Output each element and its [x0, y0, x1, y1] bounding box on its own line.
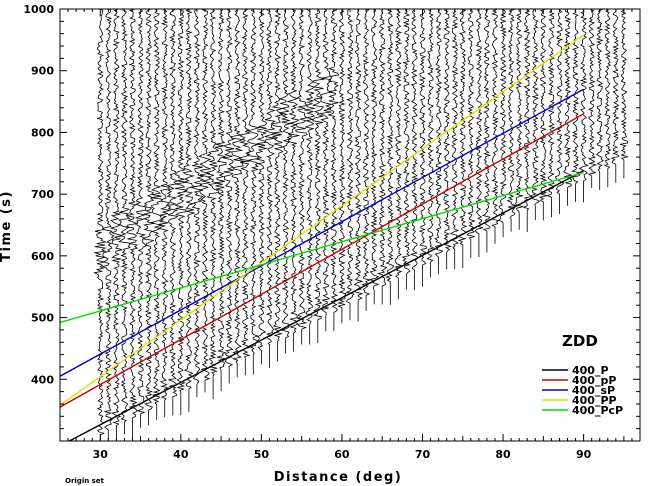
seismogram-trace: [394, 9, 403, 300]
seismogram-trace: [538, 9, 548, 221]
seismogram-trace: [278, 9, 293, 354]
seismogram-trace: [457, 9, 468, 268]
seismogram-trace: [418, 9, 428, 287]
x-tick-label: 70: [415, 448, 431, 461]
y-tick-label: 800: [31, 126, 54, 139]
y-tick-label: 1000: [23, 3, 54, 16]
seismogram-trace: [125, 9, 139, 441]
x-tick-label: 50: [254, 448, 270, 461]
seismogram-trace: [353, 9, 364, 322]
seismogram-trace: [506, 9, 517, 232]
seismogram-trace: [150, 9, 163, 420]
seismogram-trace: [246, 9, 261, 375]
seismogram-trace: [182, 9, 196, 412]
y-axis-ticks: 400 500 600 700 800 900 1000: [23, 3, 640, 442]
seismogram-trace: [596, 9, 604, 190]
seismogram-trace: [449, 9, 460, 270]
seismogram-trace: [198, 9, 212, 393]
seismogram-trace: [239, 9, 252, 376]
seismogram-trace: [264, 9, 277, 369]
seismogram-trace: [474, 9, 484, 257]
legend-entry: 400_pP: [572, 374, 616, 387]
legend-entry: 400_sP: [572, 384, 615, 397]
seismogram-trace: [110, 9, 123, 441]
y-tick-label: 600: [31, 250, 54, 263]
seismogram-trace: [570, 9, 581, 202]
travel-time-curve-400_pp: [60, 34, 585, 406]
travel-time-curve-400_pcp: [60, 171, 584, 324]
seismogram-trace: [230, 9, 244, 378]
seismogram-trace: [215, 9, 227, 392]
seismogram-trace: [326, 9, 340, 331]
legend-entry: 400_P: [572, 364, 609, 377]
seismogram-trace: [563, 9, 573, 206]
x-axis-ticks: 30 40 50 60 70 80 90: [59, 9, 641, 461]
seismogram-trace: [610, 9, 620, 183]
x-tick-label: 90: [576, 448, 592, 461]
seismogram-trace: [368, 9, 380, 305]
seismogram-trace: [304, 9, 316, 345]
seismogram-trace: [189, 9, 205, 398]
y-tick-label: 700: [31, 188, 54, 201]
seismogram-trace: [385, 9, 395, 305]
seismogram-trace: [286, 9, 300, 352]
seismogram-trace: [318, 9, 333, 332]
y-tick-label: 900: [31, 65, 54, 78]
seismogram-trace: [117, 9, 131, 435]
seismogram-trace: [546, 9, 556, 218]
seismogram-trace: [174, 9, 188, 416]
seismogram-trace: [93, 9, 107, 441]
x-tick-label: 40: [173, 448, 189, 461]
seismogram-trace: [101, 9, 115, 441]
seismogram-trace: [158, 9, 171, 418]
station-label: ZDD: [562, 332, 598, 350]
travel-time-curve-400_p: [67, 170, 584, 441]
seismogram-trace: [401, 9, 411, 290]
seismogram-trace: [603, 9, 612, 188]
seismogram-trace: [223, 9, 235, 384]
seismogram-trace: [345, 9, 355, 321]
footer-note: Origin set: [65, 477, 105, 485]
seismogram-trace: [409, 9, 419, 290]
y-axis-label: Time (s): [0, 190, 14, 262]
seismogram-trace: [434, 9, 444, 275]
seismogram-trace: [295, 9, 309, 345]
travel-time-curve-400_pp: [60, 113, 584, 408]
seismogram-trace: [361, 9, 372, 311]
seismogram-trace: [587, 9, 598, 189]
seismogram-trace: [426, 9, 435, 278]
seismogram-trace: [619, 9, 629, 179]
seismogram-trace: [166, 9, 179, 416]
legend-entry: 400_PcP: [572, 404, 623, 417]
legend-entry: 400_PP: [572, 394, 617, 407]
y-tick-label: 500: [31, 312, 54, 325]
x-tick-label: 30: [93, 448, 109, 461]
seismogram-trace: [134, 9, 147, 428]
x-axis-label: Distance (deg): [274, 470, 403, 485]
seismogram-trace: [142, 9, 155, 426]
travel-time-curve-400_sp: [60, 88, 584, 377]
seismogram-trace: [578, 9, 589, 203]
seismogram-trace: [255, 9, 268, 365]
seismogram-trace: [271, 9, 285, 362]
y-tick-label: 400: [31, 373, 54, 386]
x-tick-label: 80: [495, 448, 511, 461]
seismogram-trace: [481, 9, 491, 253]
seismogram-trace: [312, 9, 326, 343]
seismogram-trace: [443, 9, 453, 270]
seismogram-trace: [336, 9, 347, 324]
seismogram-trace: [514, 9, 525, 230]
seismogram-trace: [466, 9, 476, 259]
seismogram-trace: [376, 9, 388, 305]
seismogram-traces: [93, 9, 629, 441]
travel-time-curves: [60, 34, 585, 441]
seismogram-trace: [498, 9, 507, 238]
seismogram-trace: [490, 9, 500, 244]
x-tick-label: 60: [334, 448, 350, 461]
seismogram-trace: [530, 9, 541, 221]
seismogram-trace: [206, 9, 220, 400]
